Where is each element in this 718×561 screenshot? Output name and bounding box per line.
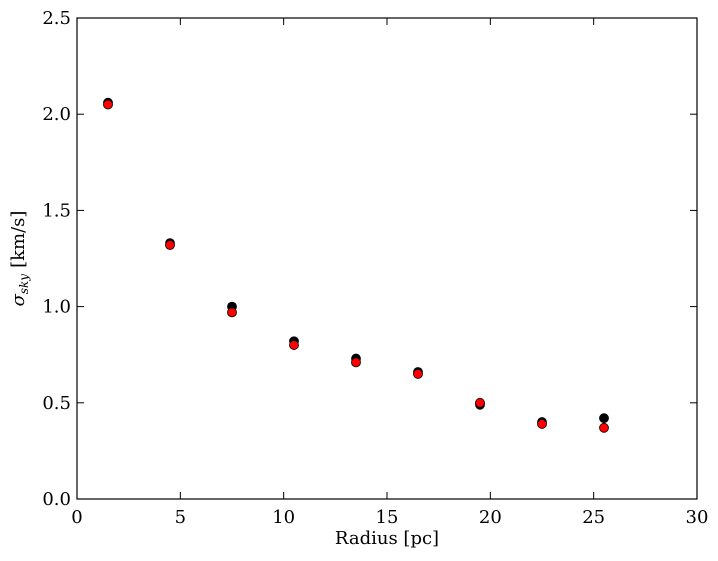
x-tick-label: 5 xyxy=(175,507,186,528)
x-tick-label: 0 xyxy=(71,507,82,528)
y-axis-label-subscript: sky xyxy=(17,274,31,294)
red-series-point xyxy=(413,369,423,379)
y-tick-label: 1.0 xyxy=(42,297,71,318)
y-tick-label: 1.5 xyxy=(42,200,71,221)
black-series-point xyxy=(599,413,609,424)
x-tick-label: 10 xyxy=(272,507,295,528)
red-series-point xyxy=(351,357,361,368)
y-tick-label: 2.0 xyxy=(42,104,71,125)
x-tick-label: 15 xyxy=(376,507,399,528)
red-series-point xyxy=(289,340,299,350)
red-series-point xyxy=(599,422,609,433)
x-axis-label: Radius [pc] xyxy=(335,528,439,549)
red-series-point xyxy=(537,419,547,429)
red-series-point xyxy=(227,307,237,318)
red-series-point xyxy=(475,397,485,408)
data-points xyxy=(103,97,609,433)
y-tick-label: 2.5 xyxy=(42,8,71,29)
y-tick-label: 0.5 xyxy=(42,393,71,414)
y-axis-label-unit: [km/s] xyxy=(8,211,29,268)
y-tick-label: 0.0 xyxy=(42,489,71,510)
x-tick-label: 25 xyxy=(582,507,605,528)
red-series-point xyxy=(103,99,113,110)
y-axis-label: σsky [km/s] xyxy=(8,211,31,307)
axis-ticks: 0 5 10 15 20 25 30 0.0 0.5 1.0 1.5 2.0 2.5 xyxy=(42,8,708,528)
x-tick-label: 20 xyxy=(479,507,502,528)
y-axis-label-symbol: σ xyxy=(8,293,29,306)
plot-frame xyxy=(76,17,698,500)
x-tick-label: 30 xyxy=(686,507,709,528)
red-series-point xyxy=(165,240,175,250)
